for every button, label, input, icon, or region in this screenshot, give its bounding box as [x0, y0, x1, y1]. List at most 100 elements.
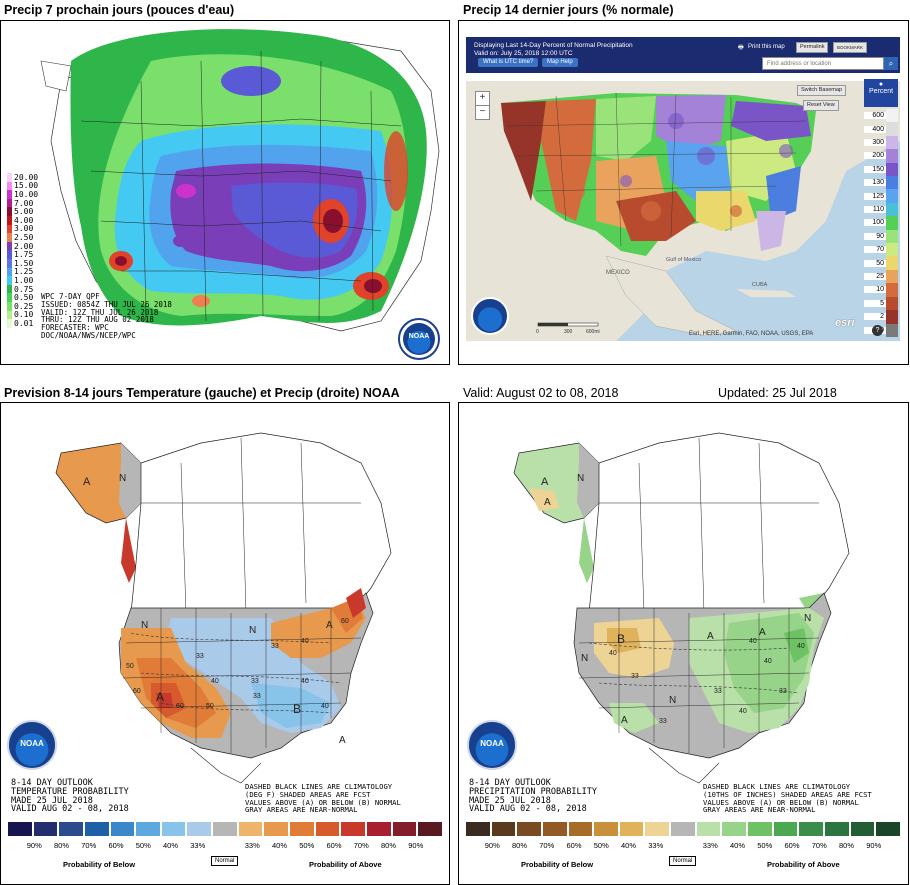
svg-text:N: N — [249, 625, 256, 636]
percent-scale-value: 600 — [864, 112, 886, 120]
svg-text:60: 60 — [176, 703, 184, 710]
temp-pct-label: 40% — [162, 841, 178, 850]
svg-text:A: A — [339, 735, 346, 746]
printer-icon[interactable]: 🖶 — [738, 45, 744, 51]
percent-scale-swatch — [886, 122, 898, 136]
utc-help-button[interactable]: What is UTC time? — [478, 58, 539, 67]
temp-note-line: (DEG F) SHADED AREAS ARE FCST — [245, 789, 371, 799]
noaa-logo-icon: NOAA — [398, 318, 440, 360]
percent-scale-value: 130 — [864, 179, 886, 187]
zoom-out-button[interactable]: − — [475, 105, 490, 120]
noaa-logo-icon: NOAA — [7, 720, 57, 770]
precip-pct-label: 40% — [729, 841, 745, 850]
search-icon[interactable]: ⌕ — [884, 57, 898, 70]
precip-note-line: DASHED BLACK LINES ARE CLIMATOLOGY — [703, 782, 851, 791]
qpf-legend-row: 3.00 — [7, 224, 38, 234]
zoom-in-button[interactable]: + — [475, 91, 490, 106]
temp-color-swatch — [160, 821, 187, 837]
qpf-legend-swatch — [7, 207, 12, 216]
percent-scale-swatch — [886, 269, 898, 284]
percent-scale-value: 10 — [864, 286, 886, 294]
permalink-button[interactable]: Permalink — [796, 42, 829, 53]
qpf-info-line: WPC 7-DAY QPF — [41, 292, 100, 301]
precip-above-label: Probability of Above — [767, 860, 840, 869]
qpf-legend-swatch — [7, 284, 12, 294]
temp-color-swatch — [186, 821, 213, 837]
precip-color-swatch — [516, 821, 542, 837]
percent-scale-value: 150 — [864, 165, 886, 173]
percent-scale-row: 600 — [864, 109, 898, 123]
svg-text:40: 40 — [764, 658, 772, 665]
qpf-legend-value: 15.00 — [14, 181, 39, 191]
percent-scale-row: 10 — [864, 283, 898, 297]
precip-color-swatch — [670, 821, 696, 837]
precip-note-line: GRAY AREAS ARE NEAR-NORMAL — [703, 805, 816, 815]
search-input[interactable]: Find address or location — [762, 57, 884, 70]
qpf-legend-swatch — [7, 198, 12, 208]
svg-text:50: 50 — [206, 703, 214, 710]
precip-pct-label: 33% — [702, 841, 718, 850]
qpf-legend-value: 0.50 — [14, 293, 34, 303]
svg-text:33: 33 — [659, 718, 667, 725]
print-button[interactable]: Print this map — [748, 44, 785, 50]
switch-basemap-button[interactable]: Switch Basemap — [797, 85, 846, 96]
precip-title-line: MADE 25 JUL 2018 — [469, 795, 551, 806]
precip-color-swatch — [721, 821, 748, 837]
percent-scale-value: 2 — [864, 313, 886, 321]
map-help-button[interactable]: Map Help — [542, 58, 578, 67]
qpf-legend-swatch — [7, 181, 12, 191]
svg-text:A: A — [156, 690, 164, 704]
svg-text:40: 40 — [321, 703, 329, 710]
qpf-info-line: ISSUED: 0854Z THU JUL 26 2018 — [41, 299, 172, 309]
qpf-legend-value: 1.75 — [14, 250, 34, 260]
svg-text:N: N — [804, 613, 811, 624]
precip-pct-label: 50% — [757, 841, 773, 850]
reset-view-button[interactable]: Reset View — [803, 100, 839, 111]
updated-date: Updated: 25 Jul 2018 — [718, 386, 837, 400]
temp-pct-label: 80% — [380, 841, 396, 850]
temp-pct-label: 33% — [190, 841, 206, 850]
bookmark-button[interactable]: BOOKMARK — [833, 42, 868, 53]
qpf-legend-swatch — [7, 241, 12, 251]
qpf-legend-swatch — [7, 310, 12, 320]
temp-title-line: MADE 25 JUL 2018 — [11, 795, 93, 806]
precip-title-line: PRECIPITATION PROBABILITY — [469, 786, 597, 797]
precip-color-swatch — [618, 821, 645, 837]
precip-pct-label: 40% — [620, 841, 636, 850]
qpf-info-line: FORECASTER: WPC — [41, 323, 109, 333]
map-toolbar: Displaying Last 14-Day Percent of Normal… — [466, 37, 900, 73]
temp-pct-label: 60% — [326, 841, 342, 850]
help-icon[interactable]: ? — [872, 325, 883, 336]
percent-scale-row: 125 — [864, 189, 898, 203]
qpf-legend-swatch — [7, 258, 12, 268]
qpf-legend: 20.00 15.00 10.00 7.00 5.00 4.00 3.00 2.50 2.00 1… — [7, 173, 38, 328]
svg-text:N: N — [141, 620, 148, 631]
qpf-header: Precip 7 prochain jours (pouces d'eau) — [4, 3, 235, 17]
qpf-legend-row: 2.50 — [7, 233, 38, 242]
precip-color-swatch — [849, 821, 876, 837]
qpf-info: WPC 7-DAY QPF ISSUED: 0854Z THU JUL 26 20… — [41, 293, 172, 340]
percent-scale-row: 150 — [864, 162, 898, 177]
qpf-legend-value: 0.25 — [14, 301, 34, 311]
svg-text:40: 40 — [301, 638, 309, 645]
qpf-legend-value: 3.00 — [14, 224, 34, 234]
svg-text:300: 300 — [564, 329, 573, 335]
qpf-legend-value: 4.00 — [14, 215, 34, 225]
map-label-N-alaska: N — [119, 473, 126, 484]
temp-color-swatch — [314, 821, 341, 837]
qpf-legend-value: 0.01 — [14, 318, 34, 328]
percent-scale-swatch — [886, 162, 898, 177]
precip-title-line: VALID AUG 02 - 08, 2018 — [469, 804, 587, 815]
svg-text:A: A — [544, 497, 551, 508]
qpf-legend-row: 0.75 — [7, 285, 38, 294]
temp-note-line: VALUES ABOVE (A) OR BELOW (B) NORMAL — [245, 797, 401, 807]
temp-outlook-note: DASHED BLACK LINES ARE CLIMATOLOGY (DEG F… — [245, 783, 401, 815]
percent-scale-value: 200 — [864, 152, 886, 160]
svg-text:40: 40 — [749, 638, 757, 645]
svg-text:40: 40 — [211, 678, 219, 685]
qpf-legend-row: 20.00 — [7, 173, 38, 182]
outlook-header: Prevision 8-14 jours Temperature (gauche… — [4, 386, 400, 400]
percent-scale-value: 125 — [864, 192, 886, 200]
precip-color-swatch — [875, 821, 901, 837]
qpf-legend-value: 1.25 — [14, 267, 34, 277]
